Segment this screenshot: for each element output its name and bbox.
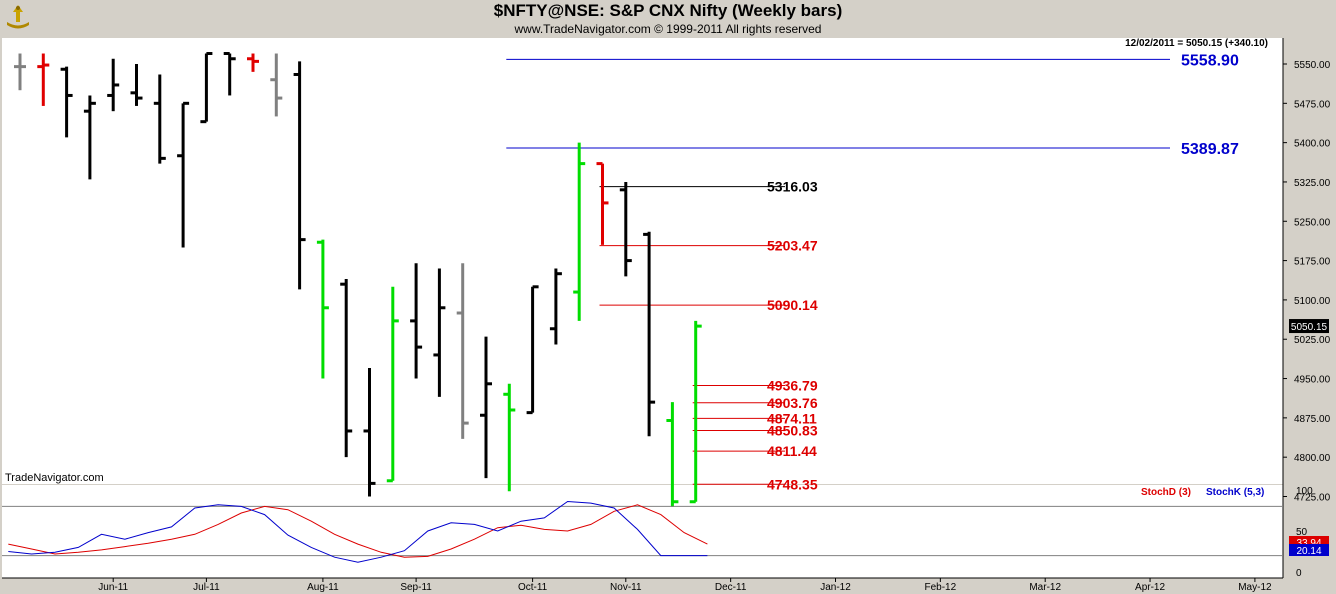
ohlc-bar[interactable] bbox=[153, 74, 166, 164]
ohlc-bar[interactable] bbox=[60, 66, 73, 138]
osc-last-value-box bbox=[1289, 544, 1329, 556]
osc-y-tick-label: 50 bbox=[1296, 527, 1308, 538]
level-label: 5316.03 bbox=[767, 179, 818, 195]
osc-y-tick-label: 100 bbox=[1296, 486, 1313, 497]
last-price-box bbox=[1289, 319, 1329, 334]
x-tick-label: Jun-11 bbox=[98, 582, 128, 593]
ohlc-bar[interactable] bbox=[107, 58, 120, 112]
level-label: 4936.79 bbox=[767, 377, 818, 393]
x-tick-label: Sep-11 bbox=[400, 582, 432, 593]
ohlc-bar[interactable] bbox=[433, 268, 446, 397]
ohlc-bar[interactable] bbox=[177, 101, 190, 248]
osc-last-value-label: 33.94 bbox=[1296, 538, 1321, 549]
x-tick-label: Jan-12 bbox=[820, 582, 851, 593]
ohlc-bar[interactable] bbox=[316, 239, 329, 379]
x-tick-label: May-12 bbox=[1238, 582, 1272, 593]
ohlc-bar[interactable] bbox=[689, 320, 702, 504]
ohlc-bar[interactable] bbox=[596, 162, 609, 245]
level-label: 4850.83 bbox=[767, 423, 818, 439]
level-label: 5090.14 bbox=[767, 297, 818, 313]
ohlc-bar[interactable] bbox=[666, 402, 679, 507]
x-tick-label: Oct-11 bbox=[518, 582, 548, 593]
stochk-line bbox=[8, 500, 708, 563]
y-tick-label: 5250.00 bbox=[1294, 217, 1331, 228]
ohlc-bar[interactable] bbox=[573, 142, 586, 321]
y-tick-label: 5100.00 bbox=[1294, 296, 1331, 307]
x-tick-label: Jul-11 bbox=[193, 582, 220, 593]
trade-navigator-logo bbox=[3, 4, 33, 30]
y-tick-label: 5175.00 bbox=[1294, 257, 1331, 268]
y-tick-label: 5025.00 bbox=[1294, 335, 1331, 346]
ohlc-bar[interactable] bbox=[247, 53, 259, 72]
status-readout: 12/02/2011 = 5050.15 (+340.10) bbox=[1125, 38, 1268, 49]
ohlc-bar[interactable] bbox=[643, 231, 656, 437]
oscillator-panel-background bbox=[2, 485, 1283, 578]
level-label: 4811.44 bbox=[767, 443, 817, 459]
x-tick-label: Apr-12 bbox=[1135, 582, 1165, 593]
ohlc-bar[interactable] bbox=[37, 53, 50, 106]
x-tick-label: Feb-12 bbox=[925, 582, 957, 593]
stochd-line bbox=[8, 504, 708, 558]
ohlc-bar[interactable] bbox=[480, 336, 492, 479]
ohlc-bar[interactable] bbox=[456, 263, 469, 439]
x-tick-label: Aug-11 bbox=[307, 582, 339, 593]
ohlc-bar[interactable] bbox=[83, 95, 96, 180]
ohlc-bar[interactable] bbox=[386, 286, 399, 483]
level-label: 5558.90 bbox=[1181, 52, 1239, 69]
ohlc-bar[interactable] bbox=[340, 278, 353, 458]
y-tick-label: 5400.00 bbox=[1294, 139, 1331, 150]
chart-title: $NFTY@NSE: S&P CNX Nifty (Weekly bars) bbox=[493, 1, 843, 20]
level-label: 5389.87 bbox=[1181, 141, 1239, 158]
ohlc-bar[interactable] bbox=[270, 53, 283, 117]
x-tick-label: Mar-12 bbox=[1029, 582, 1061, 593]
ohlc-bar[interactable] bbox=[363, 368, 376, 497]
ohlc-bar[interactable] bbox=[223, 52, 236, 96]
level-label: 4903.76 bbox=[767, 395, 818, 411]
y-tick-label: 4950.00 bbox=[1294, 375, 1331, 386]
ohlc-bar[interactable] bbox=[14, 53, 26, 91]
y-tick-label: 4875.00 bbox=[1294, 414, 1331, 425]
copyright-text: www.TradeNavigator.com © 1999-2011 All r… bbox=[514, 22, 822, 36]
osc-y-tick-label: 0 bbox=[1296, 568, 1302, 579]
ohlc-bar[interactable] bbox=[619, 181, 632, 277]
osc-last-value-label: 20.14 bbox=[1296, 546, 1321, 557]
y-tick-label: 5325.00 bbox=[1294, 178, 1331, 189]
x-tick-label: Dec-11 bbox=[715, 582, 747, 593]
ohlc-bar[interactable] bbox=[200, 52, 213, 124]
level-label: 5203.47 bbox=[767, 238, 818, 254]
ohlc-bar[interactable] bbox=[526, 285, 539, 415]
watermark-text: TradeNavigator.com bbox=[5, 472, 104, 484]
ohlc-bar[interactable] bbox=[503, 383, 516, 492]
last-price-label: 5050.15 bbox=[1291, 322, 1328, 333]
ohlc-bar[interactable] bbox=[549, 268, 562, 345]
level-label: 4748.35 bbox=[767, 476, 818, 492]
y-tick-label: 4800.00 bbox=[1294, 453, 1331, 464]
ohlc-bar[interactable] bbox=[130, 64, 143, 106]
legend-stochd: StochD (3) bbox=[1141, 487, 1191, 498]
y-tick-label: 5550.00 bbox=[1294, 60, 1331, 71]
ohlc-bar[interactable] bbox=[410, 263, 423, 379]
level-label: 4874.11 bbox=[767, 410, 817, 426]
ohlc-bar[interactable] bbox=[293, 61, 306, 290]
y-tick-label: 4725.00 bbox=[1294, 493, 1331, 504]
legend-stochk: StochK (5,3) bbox=[1206, 487, 1264, 498]
price-panel-background bbox=[2, 38, 1283, 484]
y-tick-label: 5475.00 bbox=[1294, 99, 1331, 110]
x-tick-label: Nov-11 bbox=[610, 582, 642, 593]
